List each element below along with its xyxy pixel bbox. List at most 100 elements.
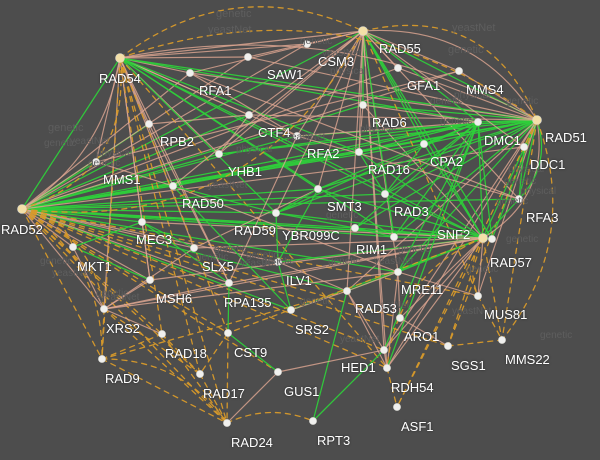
graph-edge[interactable] (312, 349, 385, 422)
graph-edge-curved[interactable] (21, 208, 103, 360)
graph-edge[interactable] (172, 185, 399, 273)
graph-edge[interactable] (72, 221, 143, 248)
graph-edge[interactable] (119, 57, 163, 335)
graph-edge[interactable] (119, 57, 277, 214)
graph-edge[interactable] (21, 208, 279, 373)
graph-edge[interactable] (101, 290, 348, 360)
graph-edge[interactable] (482, 198, 520, 239)
graph-edge[interactable] (386, 237, 484, 369)
graph-edge[interactable] (275, 212, 484, 239)
graph-edge[interactable] (95, 70, 460, 163)
graph-node-rad9[interactable] (98, 355, 106, 363)
graph-edge[interactable] (101, 333, 163, 360)
graph-node-rad57[interactable] (488, 235, 496, 243)
graph-edge[interactable] (119, 57, 388, 369)
graph-node-smt3[interactable] (314, 185, 322, 193)
graph-edge[interactable] (21, 208, 277, 214)
graph-node-rad52[interactable] (17, 204, 27, 214)
graph-edge[interactable] (386, 367, 398, 408)
graph-node-saw1[interactable] (244, 53, 252, 61)
graph-edge[interactable] (362, 30, 525, 148)
graph-node-rpt3[interactable] (309, 417, 317, 425)
graph-node-cst9[interactable] (224, 329, 232, 337)
graph-edge[interactable] (397, 121, 479, 273)
graph-node-mms22[interactable] (498, 336, 506, 344)
graph-edge[interactable] (141, 221, 151, 281)
graph-edge[interactable] (397, 271, 479, 297)
graph-edge[interactable] (101, 57, 121, 360)
graph-node-slx5[interactable] (190, 244, 198, 252)
graph-edge[interactable] (95, 161, 174, 187)
graph-edge[interactable] (103, 282, 230, 310)
graph-edge[interactable] (317, 30, 364, 190)
graph-edge[interactable] (172, 30, 364, 187)
graph-edge[interactable] (317, 121, 479, 190)
graph-edge[interactable] (21, 208, 401, 319)
graph-edge[interactable] (362, 104, 479, 123)
graph-edge[interactable] (227, 332, 279, 373)
graph-node-aro1[interactable] (396, 314, 404, 322)
graph-edge[interactable] (103, 308, 163, 335)
graph-edge[interactable] (21, 208, 103, 360)
graph-node-rim1[interactable] (390, 233, 398, 241)
graph-node-rad50[interactable] (169, 182, 177, 190)
graph-edge-curved[interactable] (386, 237, 484, 369)
graph-edge[interactable] (226, 332, 229, 424)
graph-edge[interactable] (518, 119, 538, 200)
graph-edge-curved[interactable] (362, 24, 538, 121)
graph-edge[interactable] (447, 119, 538, 347)
graph-edge[interactable] (362, 30, 520, 200)
graph-edge[interactable] (103, 271, 399, 310)
graph-edge[interactable] (277, 188, 319, 263)
graph-edge[interactable] (312, 290, 348, 422)
graph-edge[interactable] (477, 237, 484, 297)
graph-edge[interactable] (189, 30, 364, 74)
graph-edge-curved[interactable] (226, 411, 314, 424)
graph-edge[interactable] (21, 208, 449, 347)
graph-edge[interactable] (362, 30, 385, 351)
graph-edge[interactable] (119, 57, 538, 121)
graph-node-ybr099c[interactable] (351, 224, 359, 232)
graph-edge-curved[interactable] (119, 44, 538, 121)
graph-edge-curved[interactable] (472, 237, 484, 297)
graph-node-srs2[interactable] (287, 306, 295, 314)
graph-node-asf1[interactable] (393, 403, 401, 411)
graph-edge[interactable] (189, 72, 298, 137)
graph-node-rad24[interactable] (223, 419, 231, 427)
graph-edge[interactable] (119, 57, 395, 238)
graph-node-rpb2[interactable] (145, 120, 153, 128)
graph-edge[interactable] (296, 121, 479, 137)
graph-edge-curved[interactable] (119, 29, 538, 121)
graph-edge[interactable] (218, 114, 250, 155)
graph-node-rad54[interactable] (115, 53, 125, 63)
graph-edge[interactable] (119, 56, 249, 59)
graph-edge[interactable] (275, 212, 356, 229)
graph-edge[interactable] (248, 30, 364, 116)
graph-edge[interactable] (477, 121, 493, 240)
graph-edge[interactable] (397, 271, 401, 319)
graph-edge[interactable] (141, 221, 195, 249)
graph-node-rad59[interactable] (272, 209, 280, 217)
graph-edge[interactable] (172, 185, 292, 311)
graph-edge[interactable] (290, 290, 348, 311)
graph-edge[interactable] (477, 295, 503, 341)
graph-node-rad6[interactable] (359, 101, 367, 109)
graph-edge[interactable] (199, 332, 229, 375)
graph-edge[interactable] (72, 246, 105, 310)
graph-edge[interactable] (362, 104, 538, 121)
graph-edge[interactable] (103, 237, 484, 310)
graph-edge[interactable] (21, 193, 386, 210)
graph-edge[interactable] (21, 208, 279, 263)
graph-edge[interactable] (172, 185, 277, 214)
graph-edge[interactable] (21, 208, 229, 334)
graph-edge[interactable] (21, 208, 479, 297)
graph-edge-curved[interactable] (21, 208, 74, 248)
graph-edge[interactable] (362, 30, 484, 239)
graph-edge[interactable] (477, 121, 484, 239)
graph-edge[interactable] (72, 246, 151, 281)
graph-edge[interactable] (148, 114, 250, 125)
graph-edge[interactable] (396, 237, 484, 408)
graph-edge[interactable] (103, 308, 228, 424)
graph-edge[interactable] (189, 72, 520, 200)
graph-edge[interactable] (477, 119, 538, 297)
